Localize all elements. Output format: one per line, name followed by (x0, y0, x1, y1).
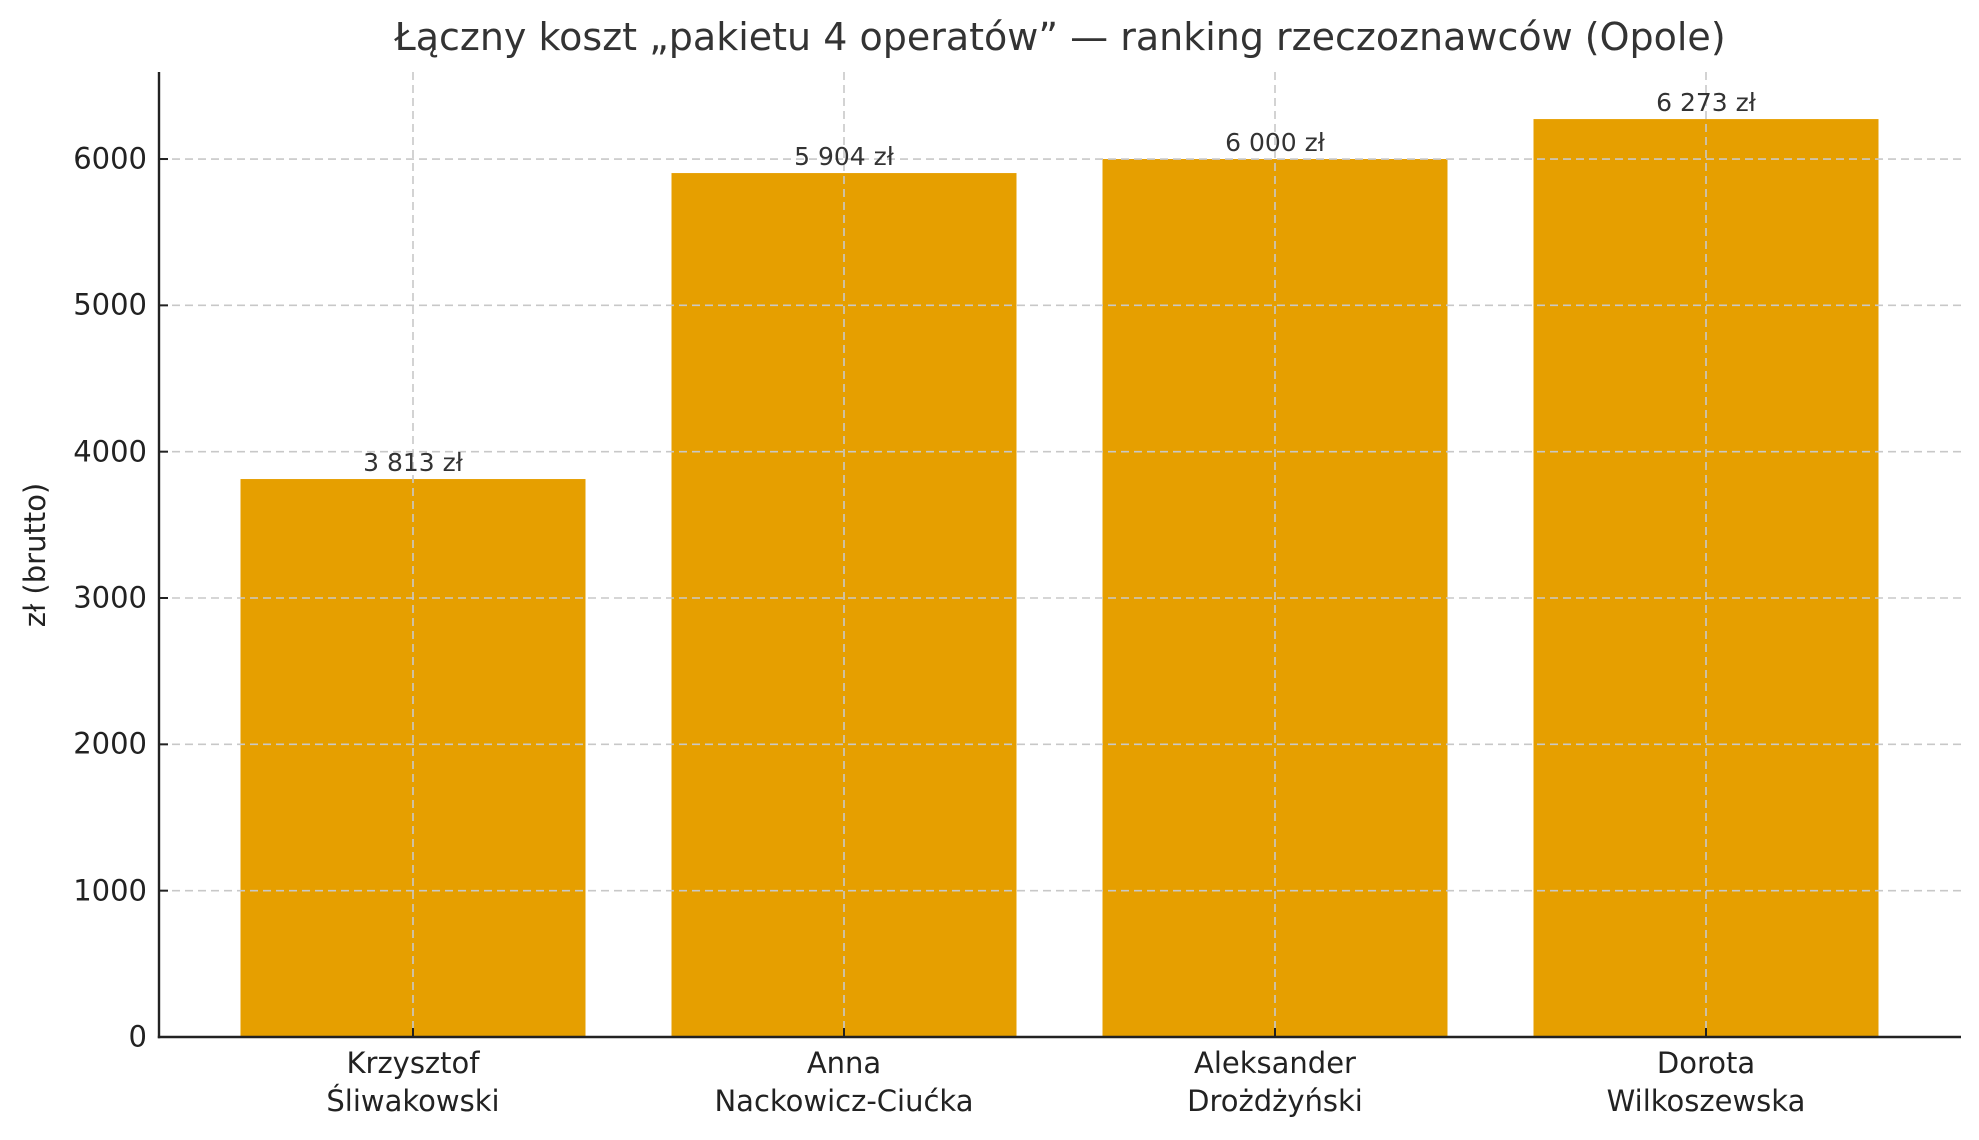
axes (157, 72, 1961, 1039)
y-tick-label: 5000 (73, 287, 147, 322)
y-tick-label: 2000 (73, 726, 147, 761)
x-tick-label: Dorota Wilkoszewska (1606, 1046, 1806, 1118)
bar (240, 479, 586, 1037)
bar-value-label: 5 904 zł (794, 142, 894, 172)
y-tick-label: 0 (128, 1019, 147, 1054)
x-tick-label: Krzysztof Śliwakowski (326, 1046, 500, 1118)
x-tick-label: Anna Nackowicz-Ciućka (714, 1046, 974, 1118)
y-tick-label: 4000 (73, 434, 147, 469)
y-tick-label: 1000 (73, 873, 147, 908)
bars (240, 119, 1879, 1038)
gridlines (159, 72, 1961, 1037)
y-tick-label: 6000 (73, 141, 147, 176)
x-tick-label: Aleksander Drożdżyński (1187, 1046, 1363, 1118)
bar-value-label: 3 813 zł (363, 448, 463, 478)
bar-value-label: 6 273 zł (1656, 88, 1756, 118)
bar-value-label: 6 000 zł (1225, 128, 1325, 158)
y-tick-label: 3000 (73, 580, 147, 615)
chart-title: Łączny koszt „pakietu 4 operatów” — rank… (394, 15, 1726, 59)
